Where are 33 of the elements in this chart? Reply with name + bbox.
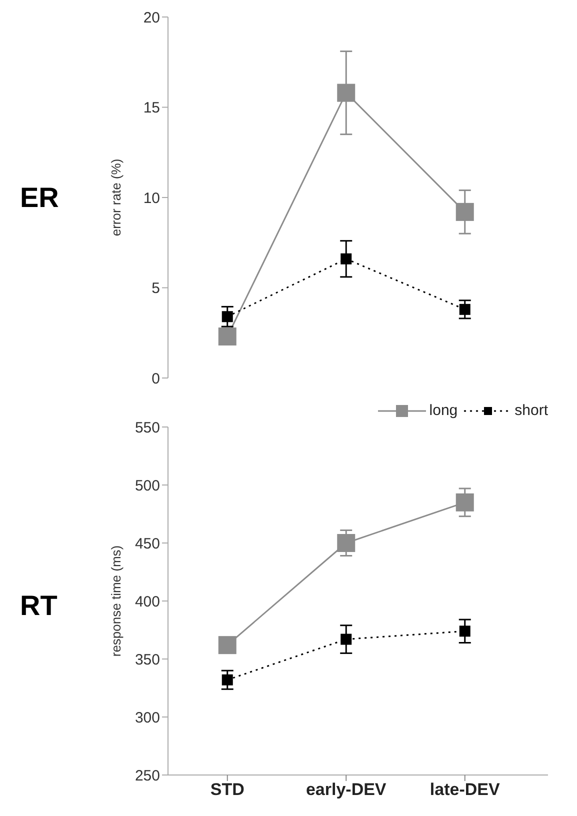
- y-tick-label: 350: [134, 651, 160, 668]
- y-tick-label: 550: [134, 419, 160, 436]
- point: [222, 311, 233, 322]
- y-tick-label: 450: [134, 535, 160, 552]
- point: [340, 253, 352, 264]
- y-tick-label: 300: [134, 709, 160, 726]
- y-tick-label: 10: [143, 190, 160, 207]
- point: [459, 304, 470, 315]
- x-tick-label: early-DEV: [306, 780, 387, 800]
- point: [459, 626, 470, 637]
- text: RT: [19, 590, 58, 622]
- y-tick-label: 500: [134, 477, 160, 494]
- point: [222, 674, 233, 686]
- y-tick-label: 20: [143, 9, 160, 26]
- y-tick-label: 400: [134, 593, 160, 610]
- y-tick-label: 0: [152, 370, 160, 388]
- y-axis-title: error rate (%): [108, 158, 124, 236]
- point: [337, 534, 356, 552]
- x-tick-label: late-DEV: [430, 780, 500, 800]
- point: [218, 636, 236, 654]
- y-tick-label: 5: [152, 280, 160, 298]
- y-axis-title: response time (ms): [108, 545, 124, 657]
- point: [456, 493, 474, 512]
- point: [337, 84, 356, 102]
- y-tick-label: 250: [134, 767, 160, 784]
- y-tick-label: 15: [143, 100, 160, 117]
- x-tick-label: STD: [210, 780, 244, 800]
- legend-label: long: [429, 402, 458, 419]
- text: ER: [19, 182, 60, 214]
- point: [218, 327, 236, 346]
- legend-label: short: [514, 402, 548, 419]
- point: [340, 634, 352, 645]
- point: [456, 202, 474, 221]
